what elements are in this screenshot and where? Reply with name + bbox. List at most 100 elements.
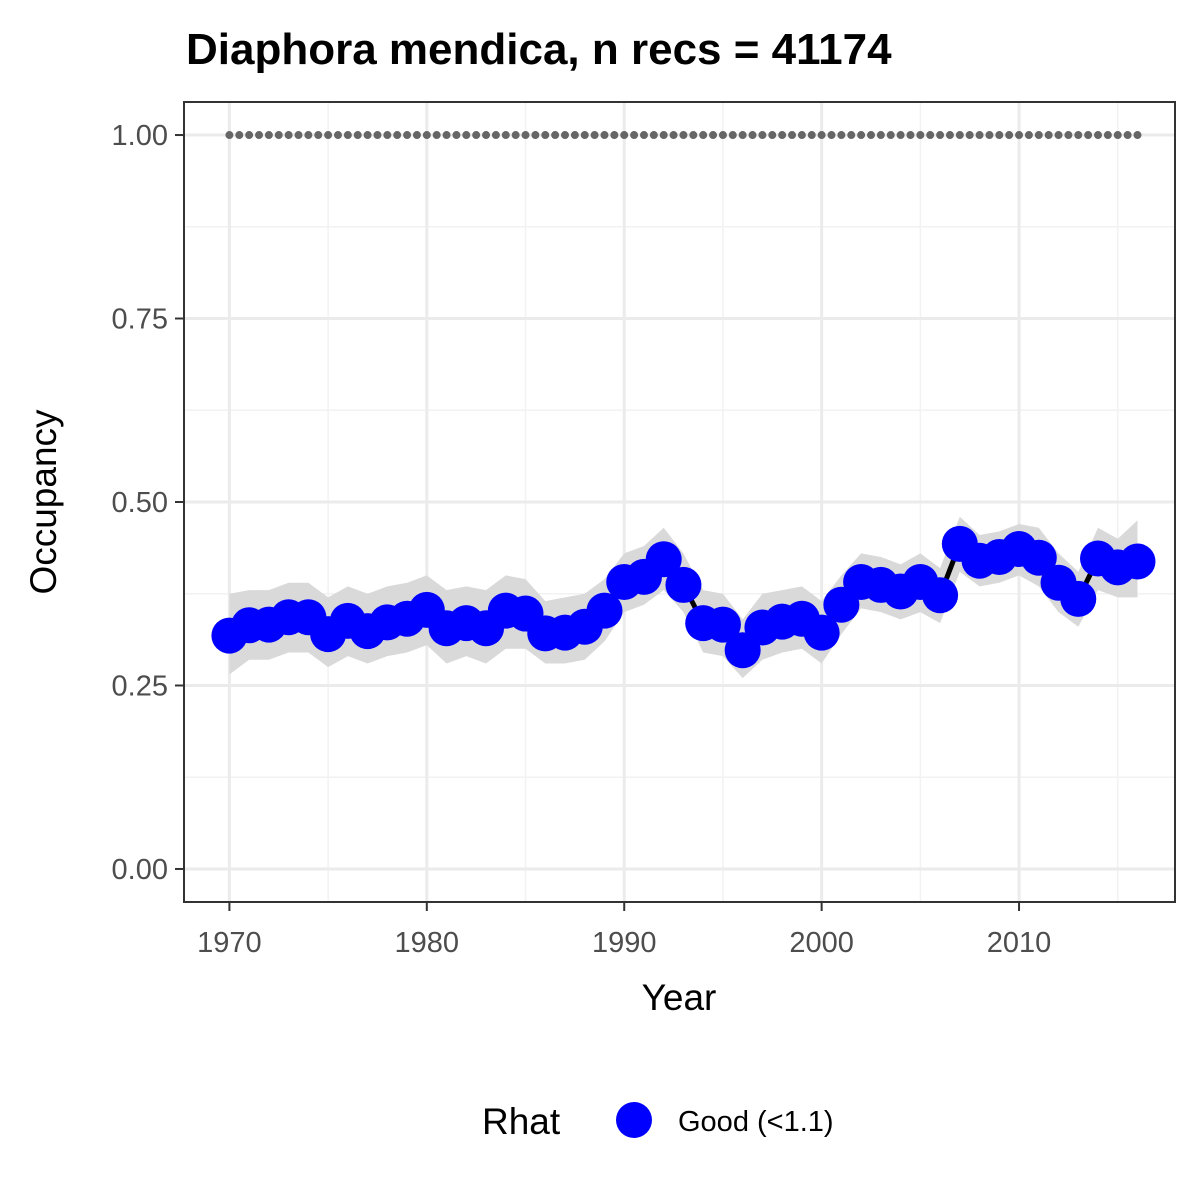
data-point bbox=[1060, 580, 1097, 617]
legend-title: Rhat bbox=[482, 1101, 561, 1142]
reference-dot bbox=[561, 131, 570, 140]
y-tick-label: 0.50 bbox=[112, 487, 168, 519]
legend-key-good bbox=[616, 1102, 652, 1138]
reference-dot bbox=[264, 131, 273, 140]
data-point bbox=[1020, 539, 1057, 576]
reference-dot bbox=[896, 131, 905, 140]
reference-dot bbox=[768, 131, 777, 140]
reference-dot bbox=[975, 131, 984, 140]
x-tick-label: 1990 bbox=[592, 927, 657, 959]
reference-dot bbox=[610, 131, 619, 140]
reference-dot bbox=[274, 131, 283, 140]
reference-dot bbox=[886, 131, 895, 140]
reference-dot bbox=[1133, 131, 1142, 140]
reference-dot bbox=[501, 131, 510, 140]
reference-dot bbox=[600, 131, 609, 140]
reference-dot bbox=[432, 131, 441, 140]
reference-dot bbox=[491, 131, 500, 140]
y-tick-label: 0.25 bbox=[112, 670, 168, 702]
reference-dot bbox=[452, 131, 461, 140]
reference-dot bbox=[1054, 131, 1063, 140]
reference-dot bbox=[482, 131, 491, 140]
reference-dot bbox=[1064, 131, 1073, 140]
reference-dot bbox=[709, 131, 718, 140]
reference-dot bbox=[590, 131, 599, 140]
y-axis-title: Occupancy bbox=[23, 409, 64, 595]
reference-dot bbox=[442, 131, 451, 140]
x-axis-title: Year bbox=[642, 977, 717, 1018]
reference-dot bbox=[758, 131, 767, 140]
reference-dot bbox=[1034, 131, 1043, 140]
x-tick-label: 2000 bbox=[789, 927, 854, 959]
reference-dot bbox=[857, 131, 866, 140]
reference-dot bbox=[373, 131, 382, 140]
reference-dot bbox=[847, 131, 856, 140]
reference-dot bbox=[1015, 131, 1024, 140]
reference-dot bbox=[551, 131, 560, 140]
reference-dot bbox=[689, 131, 698, 140]
data-point bbox=[645, 541, 682, 578]
reference-dot bbox=[965, 131, 974, 140]
reference-dot bbox=[225, 131, 234, 140]
data-point bbox=[704, 606, 741, 643]
reference-dot bbox=[570, 131, 579, 140]
reference-dot bbox=[699, 131, 708, 140]
reference-dot bbox=[649, 131, 658, 140]
reference-dot bbox=[472, 131, 481, 140]
reference-dot bbox=[403, 131, 412, 140]
y-tick-label: 0.00 bbox=[112, 854, 168, 886]
x-tick-label: 1970 bbox=[197, 927, 262, 959]
reference-dot bbox=[1005, 131, 1014, 140]
reference-dot bbox=[353, 131, 362, 140]
reference-dot bbox=[788, 131, 797, 140]
reference-dot bbox=[718, 131, 727, 140]
y-axis: 0.00 0.25 0.50 0.75 1.00 bbox=[112, 120, 184, 886]
reference-dot bbox=[817, 131, 826, 140]
x-tick-label: 1980 bbox=[395, 927, 460, 959]
reference-dot bbox=[393, 131, 402, 140]
reference-dot bbox=[333, 131, 342, 140]
reference-dot bbox=[955, 131, 964, 140]
reference-dot bbox=[1113, 131, 1122, 140]
y-tick-label: 1.00 bbox=[112, 120, 168, 152]
data-point bbox=[803, 614, 840, 651]
reference-dot bbox=[876, 131, 885, 140]
reference-dot bbox=[521, 131, 530, 140]
reference-dot bbox=[778, 131, 787, 140]
reference-dot bbox=[620, 131, 629, 140]
reference-dot bbox=[324, 131, 333, 140]
reference-dot bbox=[1103, 131, 1112, 140]
reference-dot bbox=[639, 131, 648, 140]
series-points bbox=[211, 525, 1156, 669]
reference-dot bbox=[630, 131, 639, 140]
reference-dot bbox=[669, 131, 678, 140]
reference-dot bbox=[531, 131, 540, 140]
reference-dot bbox=[945, 131, 954, 140]
reference-dot bbox=[837, 131, 846, 140]
reference-dot bbox=[1074, 131, 1083, 140]
reference-dot bbox=[541, 131, 550, 140]
reference-dot bbox=[728, 131, 737, 140]
reference-dot bbox=[304, 131, 313, 140]
reference-dot bbox=[748, 131, 757, 140]
x-tick-label: 2010 bbox=[987, 927, 1052, 959]
reference-dot bbox=[679, 131, 688, 140]
data-point bbox=[665, 566, 702, 603]
reference-dot bbox=[738, 131, 747, 140]
reference-dot bbox=[827, 131, 836, 140]
reference-dot bbox=[797, 131, 806, 140]
chart-title: Diaphora mendica, n recs = 41174 bbox=[186, 25, 892, 74]
data-point bbox=[1119, 543, 1156, 580]
legend: Rhat Good (<1.1) bbox=[482, 1101, 834, 1142]
reference-dot bbox=[294, 131, 303, 140]
reference-dot bbox=[906, 131, 915, 140]
legend-label-good: Good (<1.1) bbox=[678, 1106, 834, 1138]
reference-dot bbox=[245, 131, 254, 140]
reference-dot bbox=[363, 131, 372, 140]
reference-dot bbox=[255, 131, 264, 140]
reference-dot bbox=[1044, 131, 1053, 140]
plot-area bbox=[183, 101, 1176, 903]
y-tick-label: 0.75 bbox=[112, 304, 168, 336]
data-point bbox=[586, 592, 623, 629]
